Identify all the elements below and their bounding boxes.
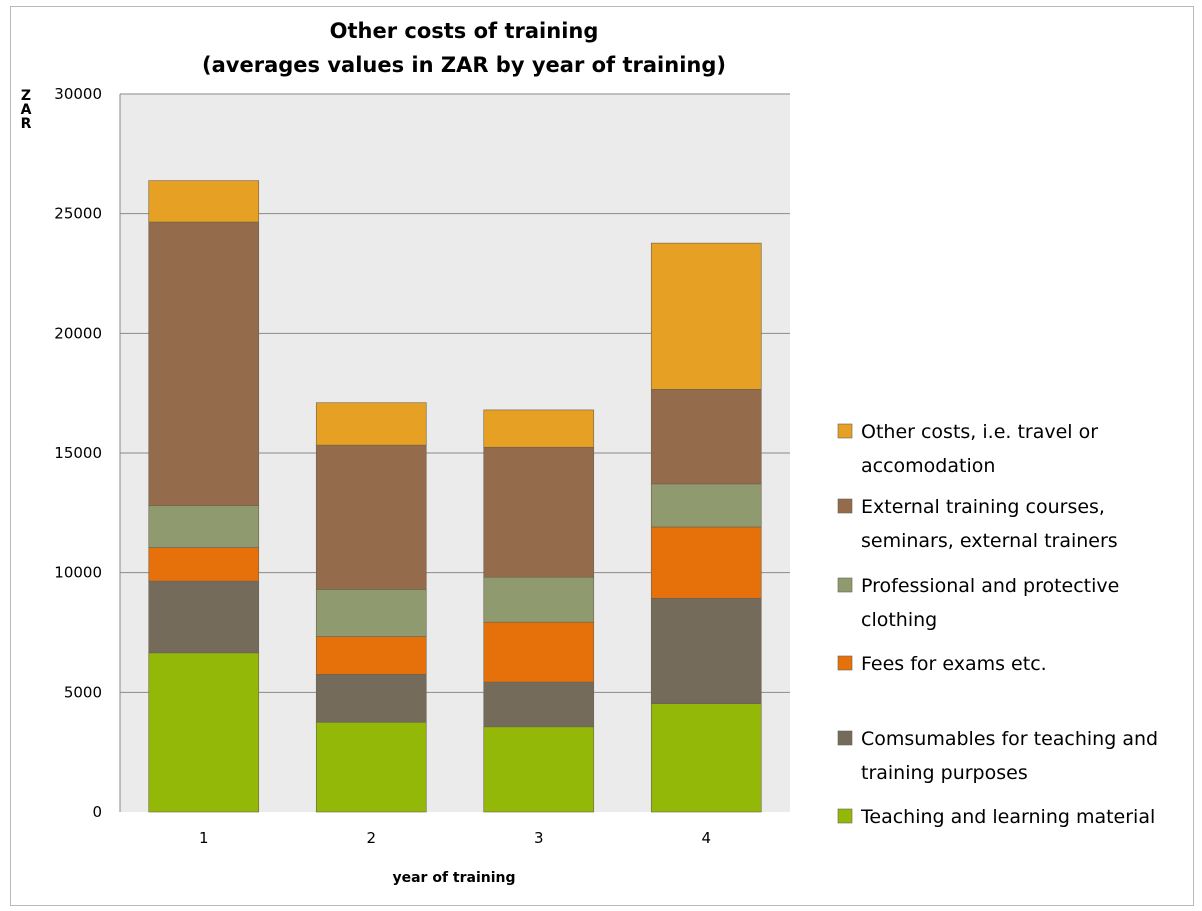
chart-subtitle: (averages values in ZAR by year of train… bbox=[202, 53, 726, 77]
bar-segment bbox=[650, 703, 762, 813]
x-axis-title: year of training bbox=[392, 870, 515, 886]
bar-segment bbox=[148, 580, 260, 654]
y-axis-title-letter: A bbox=[21, 102, 32, 118]
bar-segment bbox=[483, 576, 595, 623]
y-axis-title: ZAR bbox=[21, 88, 32, 132]
bar-segment bbox=[650, 597, 762, 704]
bar-segment bbox=[315, 444, 427, 590]
y-tick-label: 5000 bbox=[64, 683, 102, 701]
bar-segment bbox=[650, 242, 762, 390]
bar-segment bbox=[483, 409, 595, 448]
bar-segment bbox=[650, 389, 762, 485]
bar-segment bbox=[148, 547, 260, 582]
y-axis-title-letter: R bbox=[21, 116, 32, 132]
x-tick-label: 1 bbox=[199, 829, 209, 847]
bar-segment bbox=[148, 180, 260, 223]
legend-swatch bbox=[837, 730, 853, 746]
legend-swatch bbox=[837, 577, 853, 593]
legend-swatch bbox=[837, 498, 853, 514]
bar-segment bbox=[315, 674, 427, 723]
x-tick-label: 4 bbox=[701, 829, 711, 847]
legend-label: Teaching and learning material bbox=[860, 806, 1155, 828]
legend-label: Comsumables for teaching and bbox=[861, 728, 1158, 750]
legend: Other costs, i.e. travel or accomodation E… bbox=[837, 421, 1158, 828]
y-tick-label: 20000 bbox=[54, 324, 102, 342]
legend-label: Professional and protective bbox=[861, 575, 1119, 597]
bar-segment bbox=[650, 526, 762, 599]
legend-label: clothing bbox=[861, 609, 937, 631]
x-tick-label: 3 bbox=[534, 829, 544, 847]
bar-segment bbox=[315, 589, 427, 637]
legend-label: Fees for exams etc. bbox=[861, 653, 1047, 675]
legend-label: External training courses, bbox=[861, 496, 1105, 518]
bar-segment bbox=[315, 402, 427, 446]
bar-segment bbox=[148, 505, 260, 548]
bar-segment bbox=[483, 621, 595, 683]
chart-title: Other costs of training bbox=[330, 19, 599, 43]
y-tick-label: 30000 bbox=[54, 85, 102, 103]
legend-swatch bbox=[837, 655, 853, 671]
y-tick-label: 10000 bbox=[54, 564, 102, 582]
bars bbox=[148, 180, 762, 813]
legend-label: training purposes bbox=[861, 762, 1028, 784]
legend-label: accomodation bbox=[861, 455, 995, 477]
bar-segment bbox=[315, 636, 427, 675]
legend-label: seminars, external trainers bbox=[861, 530, 1118, 552]
y-tick-label: 0 bbox=[92, 803, 102, 821]
legend-swatch bbox=[837, 808, 853, 824]
x-axis-ticks: 1 2 3 4 bbox=[199, 829, 711, 847]
bar-segment bbox=[650, 483, 762, 528]
bar-segment bbox=[148, 652, 260, 813]
legend-label: Other costs, i.e. travel or bbox=[861, 421, 1098, 443]
bar-segment bbox=[483, 726, 595, 813]
y-axis-ticks: 0 5000 10000 15000 20000 25000 30000 bbox=[54, 85, 102, 821]
y-tick-label: 25000 bbox=[54, 205, 102, 223]
bar-segment bbox=[483, 681, 595, 728]
y-axis-title-letter: Z bbox=[21, 88, 31, 104]
bar-segment bbox=[315, 721, 427, 813]
x-tick-label: 2 bbox=[366, 829, 376, 847]
bar-segment bbox=[148, 221, 260, 506]
y-tick-label: 15000 bbox=[54, 444, 102, 462]
bar-segment bbox=[483, 446, 595, 578]
legend-swatch bbox=[837, 423, 853, 439]
